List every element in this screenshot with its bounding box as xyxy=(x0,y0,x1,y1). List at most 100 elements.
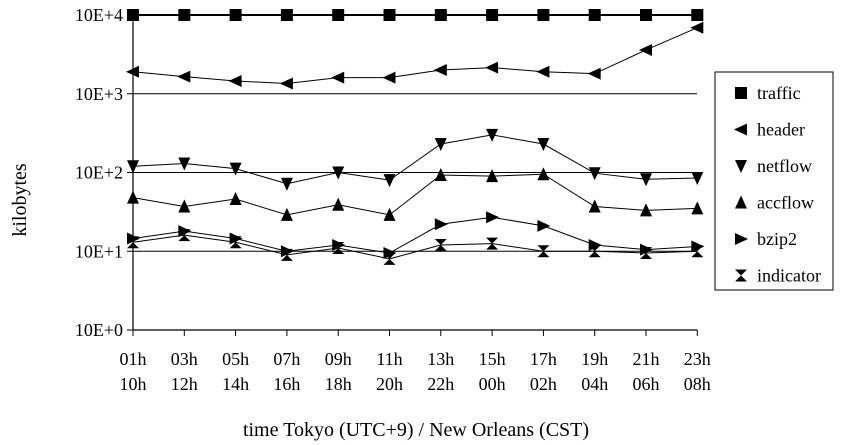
axes xyxy=(127,14,698,336)
data-point-accflow xyxy=(178,199,191,213)
tick-labels: 10E+0 10E+1 10E+2 10E+3 10E+4 01h 10h 03h 12h 05h… xyxy=(75,5,711,394)
data-point-accflow xyxy=(332,197,345,211)
legend-label: bzip2 xyxy=(757,229,797,249)
legend: traffic header netflow accflow bzip2 indicato… xyxy=(714,71,834,291)
series-group xyxy=(126,9,705,265)
x-tick-label: 01h xyxy=(120,349,147,369)
legend-marker-traffic xyxy=(735,87,747,99)
series-accflow xyxy=(127,167,704,221)
legend-item-traffic: traffic xyxy=(735,83,801,103)
x-tick-label: 06h xyxy=(633,374,660,394)
data-point-netflow xyxy=(229,162,242,176)
data-point-accflow xyxy=(588,199,601,213)
data-point-header xyxy=(382,71,396,84)
data-point-netflow xyxy=(537,138,550,152)
data-point-netflow xyxy=(588,167,601,181)
data-point-netflow xyxy=(486,128,499,142)
data-point-accflow xyxy=(691,201,704,215)
y-tick-label: 10E+0 xyxy=(75,320,123,340)
series-line-netflow xyxy=(132,134,698,185)
data-point-indicator xyxy=(127,236,139,249)
data-point-indicator xyxy=(332,241,345,254)
legend-item-header: header xyxy=(734,120,805,140)
legend-marker-bzip2 xyxy=(735,233,748,245)
data-point-indicator xyxy=(434,239,447,252)
y-tick-label: 10E+4 xyxy=(75,5,123,25)
x-tick-label: 05h xyxy=(222,349,249,369)
legend-box xyxy=(714,71,834,291)
legend-label: netflow xyxy=(757,156,812,176)
series-header xyxy=(126,21,704,90)
data-point-header xyxy=(587,67,601,80)
x-tick-label: 19h xyxy=(581,349,608,369)
x-axis-title: time Tokyo (UTC+9) / New Orleans (CST) xyxy=(243,419,589,441)
data-point-header xyxy=(433,64,447,77)
data-point-traffic xyxy=(332,9,345,21)
x-tick-label: 18h xyxy=(325,374,352,394)
data-point-indicator xyxy=(588,245,601,258)
data-point-netflow xyxy=(640,173,652,187)
data-point-traffic xyxy=(537,9,550,21)
data-point-indicator xyxy=(280,248,293,261)
legend-marker-netflow xyxy=(735,160,747,173)
data-point-header xyxy=(331,71,345,84)
series-line-accflow xyxy=(132,173,698,216)
data-point-accflow xyxy=(434,167,447,181)
x-tick-label: 17h xyxy=(530,349,557,369)
legend-label: indicator xyxy=(757,266,821,286)
data-point-traffic xyxy=(127,9,139,21)
x-tick-label: 04h xyxy=(581,374,608,394)
data-point-accflow xyxy=(127,190,139,204)
data-point-netflow xyxy=(332,166,345,180)
data-point-traffic xyxy=(280,9,293,21)
legend-label: header xyxy=(757,120,805,140)
data-point-indicator xyxy=(486,237,499,250)
data-point-bzip2 xyxy=(486,211,500,224)
legend-marker-indicator xyxy=(735,269,747,282)
data-point-netflow xyxy=(691,172,704,186)
data-point-indicator xyxy=(383,252,396,265)
x-tick-label: 20h xyxy=(376,374,403,394)
legend-label: accflow xyxy=(757,193,814,213)
legend-item-bzip2: bzip2 xyxy=(735,229,797,249)
data-point-header xyxy=(690,21,704,34)
data-point-accflow xyxy=(280,207,293,221)
series-line-bzip2 xyxy=(132,216,698,254)
data-point-traffic xyxy=(588,9,601,21)
data-point-traffic xyxy=(486,9,499,21)
x-tick-label: 14h xyxy=(222,374,249,394)
data-point-accflow xyxy=(537,167,550,181)
legend-label: traffic xyxy=(757,83,801,103)
x-tick-label: 11h xyxy=(376,349,402,369)
data-point-traffic xyxy=(383,9,396,21)
data-point-accflow xyxy=(383,207,396,221)
data-point-netflow xyxy=(127,160,139,174)
data-point-netflow xyxy=(280,177,293,191)
x-tick-label: 09h xyxy=(325,349,352,369)
data-point-traffic xyxy=(434,9,447,21)
y-axis-title: kilobytes xyxy=(9,163,31,237)
legend-item-accflow: accflow xyxy=(735,193,814,213)
series-traffic xyxy=(127,9,704,21)
data-point-traffic xyxy=(640,9,652,21)
y-tick-label: 10E+3 xyxy=(75,84,123,104)
x-tick-label: 07h xyxy=(273,349,300,369)
legend-item-netflow: netflow xyxy=(735,156,812,176)
data-point-header xyxy=(485,61,499,74)
data-point-header xyxy=(279,77,293,90)
data-point-header xyxy=(126,65,139,78)
data-point-traffic xyxy=(229,9,242,21)
x-tick-label: 15h xyxy=(479,349,506,369)
legend-item-indicator: indicator xyxy=(735,266,821,286)
data-point-indicator xyxy=(537,245,550,258)
data-point-netflow xyxy=(178,157,191,171)
series-indicator xyxy=(127,229,704,265)
x-tick-label: 02h xyxy=(530,374,557,394)
data-point-accflow xyxy=(486,169,499,183)
data-point-header xyxy=(177,70,191,83)
data-point-indicator xyxy=(178,229,191,242)
data-point-indicator xyxy=(691,245,704,258)
data-point-accflow xyxy=(229,192,242,206)
x-tick-label: 00h xyxy=(479,374,506,394)
